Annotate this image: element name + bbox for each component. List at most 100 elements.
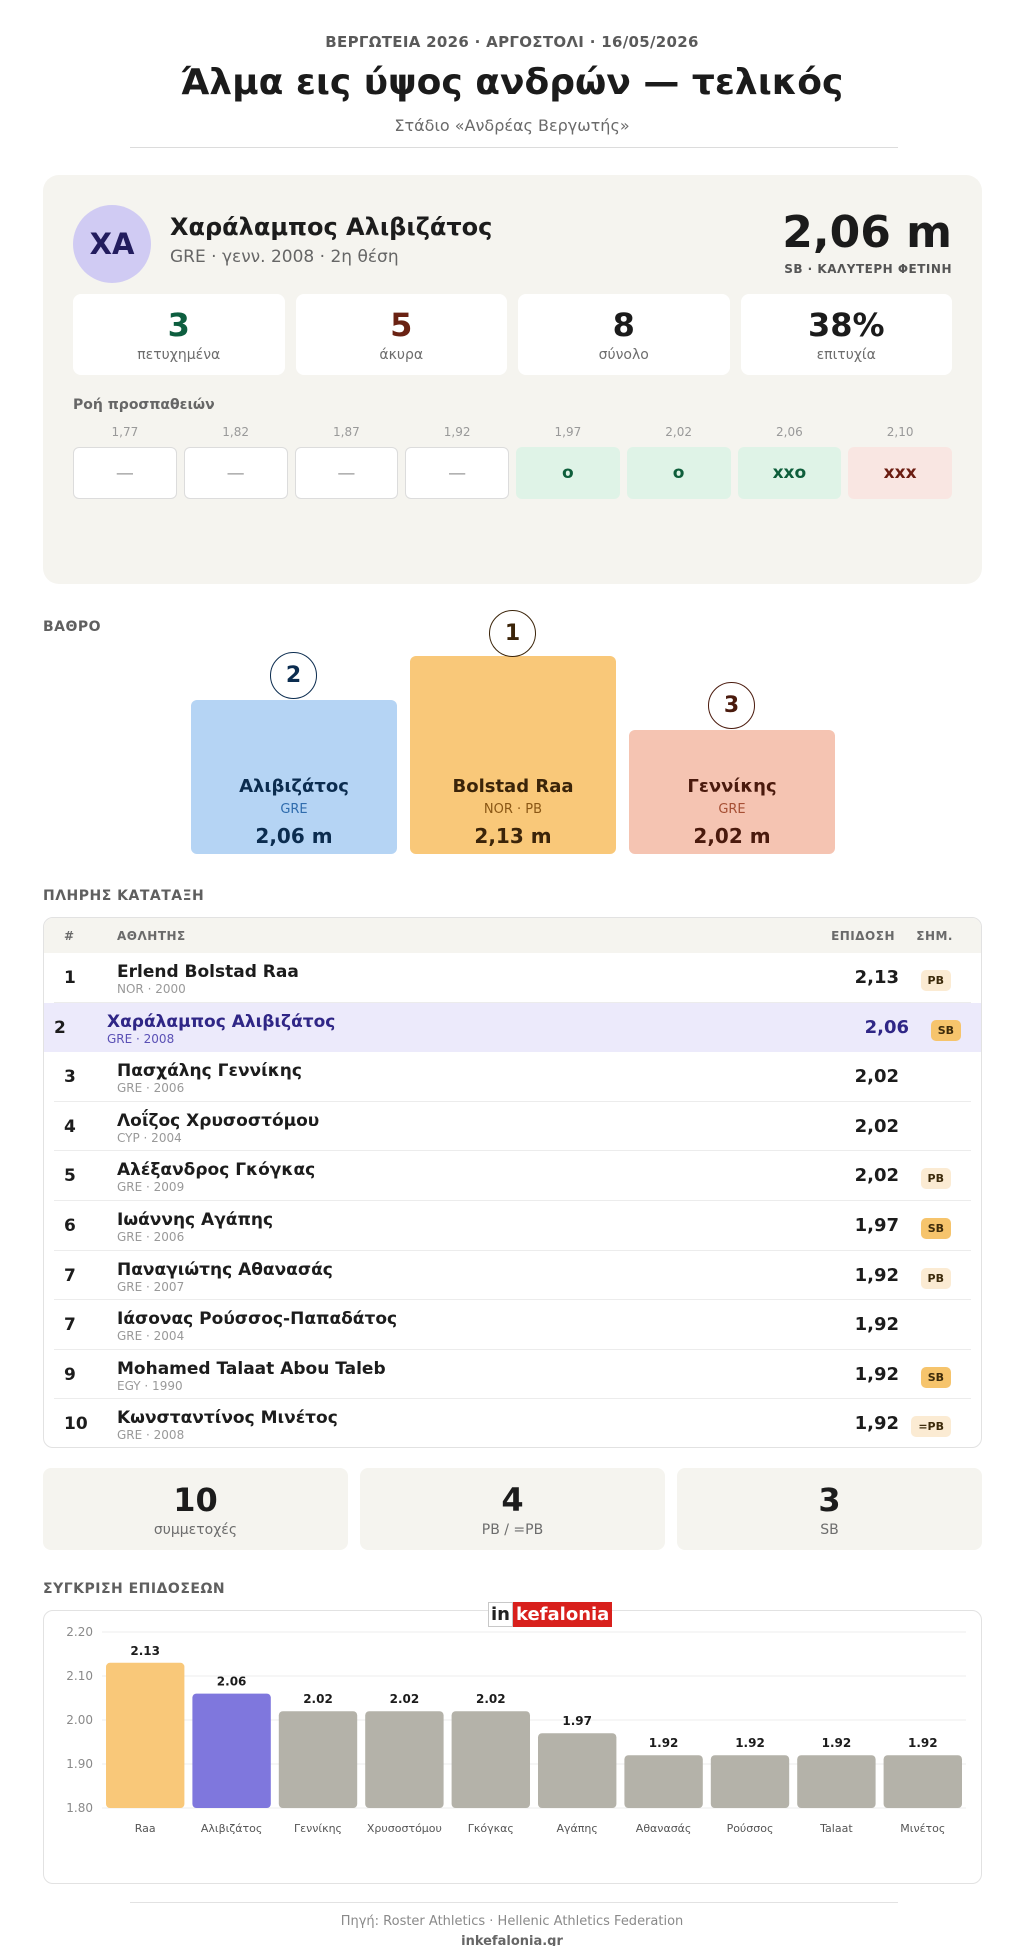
row-athlete-sub: GRE · 2008 [107,1031,175,1046]
bar-value-label: 2.02 [303,1692,333,1706]
table-header: # ΑΘΛΗΤΗΣ ΕΠΙΔΟΣΗ ΣΗΜ. [44,918,981,953]
podium-label: ΒΑΘΡΟ [43,619,102,635]
summary-value: 3 [818,1481,841,1519]
summary-participants: 10 συμμετοχές [43,1468,348,1550]
table-row[interactable]: 10 Κωνσταντίνος Μινέτος GRE · 2008 1,92 =PB [54,1399,971,1447]
podium-mark: 2,13 m [474,824,552,848]
stat-value: 3 [167,306,190,344]
table-row[interactable]: 2 Χαράλαμπος Αλιβιζάτος GRE · 2008 2,06 SB [44,1002,981,1053]
table-row[interactable]: 7 Παναγιώτης Αθανασάς GRE · 2007 1,92 PB [54,1251,971,1301]
attempt-column: 1,87 — [294,425,399,499]
athlete-card: ΧΑ Χαράλαμπος Αλιβιζάτος GRE · γενν. 200… [43,175,982,584]
table-row[interactable]: 3 Πασχάλης Γεννίκης GRE · 2006 2,02 [54,1052,971,1102]
podium-mark: 2,02 m [693,824,771,848]
bar-value-label: 1.92 [908,1736,938,1750]
bar [538,1733,617,1808]
attempt-height: 2,06 [776,425,803,439]
comparison-chart: 1.80 1.90 2.00 2.10 2.20 2.13 Raa 2.06 Αλιβιζάτο… [43,1610,982,1884]
summary-value: 4 [501,1481,524,1519]
y-tick-label: 2.00 [66,1713,93,1727]
attempt-result: — [183,447,288,499]
row-mark: 1,92 [854,1314,899,1336]
athlete-details: GRE · γενν. 2008 · 2η θέση [170,247,399,267]
attempt-column: 1,82 — [183,425,288,499]
summary-value: 10 [173,1481,218,1519]
attempt-flow-title: Ροή προσπαθειών [73,397,215,413]
bar-value-label: 2.06 [217,1675,247,1689]
attempt-column: 2,10 xxx [848,425,952,499]
row-rank: 4 [64,1116,76,1137]
attempt-column: 1,97 o [516,425,620,499]
x-tick-label: Γεννίκης [294,1822,342,1835]
podium-rank-circle: 3 [708,682,755,729]
x-tick-label: Talaat [819,1822,853,1835]
attempt-column: 1,92 — [405,425,509,499]
row-athlete-sub: GRE · 2006 [117,1081,185,1096]
attempt-height: 2,02 [665,425,692,439]
y-tick-label: 2.20 [66,1625,93,1639]
row-athlete-name: Erlend Bolstad Raa [117,962,299,982]
athlete-best-mark: 2,06 m [782,207,952,258]
table-row[interactable]: 7 Ιάσονας Ρούσσος-Παπαδάτος GRE · 2004 1,92 [54,1300,971,1350]
row-athlete-name: Χαράλαμπος Αλιβιζάτος [107,1011,336,1032]
row-athlete-sub: GRE · 2008 [117,1428,185,1443]
row-badge: PB [920,970,951,991]
attempt-result: xxx [848,447,952,499]
row-badge: PB [920,1267,951,1289]
row-mark: 1,92 [854,1413,899,1435]
row-rank: 6 [64,1215,76,1236]
standings-table: # ΑΘΛΗΤΗΣ ΕΠΙΔΟΣΗ ΣΗΜ. 1 Erlend Bolstad R… [43,917,982,1448]
podium-place-2: Αλιβιζάτος GRE 2,06 m [191,700,397,854]
row-badge: =PB [911,1416,951,1438]
summary-label: PB / =PB [481,1522,544,1538]
table-body: 1 Erlend Bolstad Raa NOR · 2000 2,13 PB 2 Χαρά… [44,953,981,1447]
podium-nat: GRE [280,802,308,817]
row-mark: 1,97 [854,1214,899,1236]
row-badge: SB [920,1366,951,1388]
avatar: ΧΑ [73,205,151,283]
row-rank: 2 [54,1017,66,1038]
y-tick-label: 2.10 [66,1669,93,1683]
row-athlete-name: Πασχάλης Γεννίκης [117,1061,302,1082]
podium-rank-circle: 2 [270,652,317,699]
comparison-label: ΣΥΓΚΡΙΣΗ ΕΠΙΔΟΣΕΩΝ [43,1581,226,1597]
venue-subtitle: Στάδιο «Ανδρέας Βεργωτής» [394,116,630,135]
attempt-stats: 3 πετυχημένα 5 άκυρα 8 σύνολο 38% επιτυχ… [73,294,952,375]
bar-value-label: 2.13 [130,1644,160,1658]
footer-site[interactable]: inkefalonia.gr [461,1934,563,1946]
podium-name: Bolstad Raa [452,776,574,797]
table-row[interactable]: 4 Λοΐζος Χρυσοστόμου CYP · 2004 2,02 [54,1102,971,1152]
podium-place-3: Γεννίκης GRE 2,02 m [629,730,835,854]
attempt-column: 2,02 o [626,425,731,499]
table-row[interactable]: 1 Erlend Bolstad Raa NOR · 2000 2,13 PB [54,953,971,1003]
row-rank: 1 [64,968,76,988]
row-mark: 2,02 [854,1165,899,1187]
table-row[interactable]: 6 Ιωάννης Αγάπης GRE · 2006 1,97 SB [54,1201,971,1251]
row-athlete-name: Λοΐζος Χρυσοστόμου [117,1110,320,1131]
bar-chart: 1.80 1.90 2.00 2.10 2.20 2.13 Raa 2.06 Αλιβιζάτο… [66,1625,966,1835]
attempt-height: 1,82 [222,425,249,439]
row-badge: PB [920,1168,951,1190]
row-athlete-name: Κωνσταντίνος Μινέτος [117,1408,338,1429]
row-badge: SB [920,1217,951,1239]
attempt-height: 2,10 [886,425,914,439]
attempt-result: — [294,447,399,499]
attempt-result: o [626,447,731,499]
bar-value-label: 1.97 [562,1714,592,1728]
stat-rate: 38% επιτυχία [740,294,952,375]
podium-name: Αλιβιζάτος [239,776,349,797]
podium-name: Γεννίκης [687,776,777,797]
bar [624,1755,703,1808]
row-athlete-sub: NOR · 2000 [117,982,186,996]
bar [365,1711,444,1808]
row-badge: SB [930,1019,961,1041]
table-row[interactable]: 9 Mohamed Talaat Abou Taleb EGY · 1990 1,92… [54,1350,971,1400]
logo-in: in [488,1602,513,1627]
podium-rank-circle: 1 [489,610,536,657]
bar-value-label: 2.02 [476,1692,506,1706]
podium-place-1: Bolstad Raa NOR · PB 2,13 m [410,656,616,854]
x-tick-label: Χρυσοστόμου [367,1822,442,1835]
podium-nat: GRE [718,802,746,817]
row-athlete-sub: GRE · 2007 [117,1279,185,1294]
table-row[interactable]: 5 Αλέξανδρος Γκόγκας GRE · 2009 2,02 PB [54,1151,971,1201]
